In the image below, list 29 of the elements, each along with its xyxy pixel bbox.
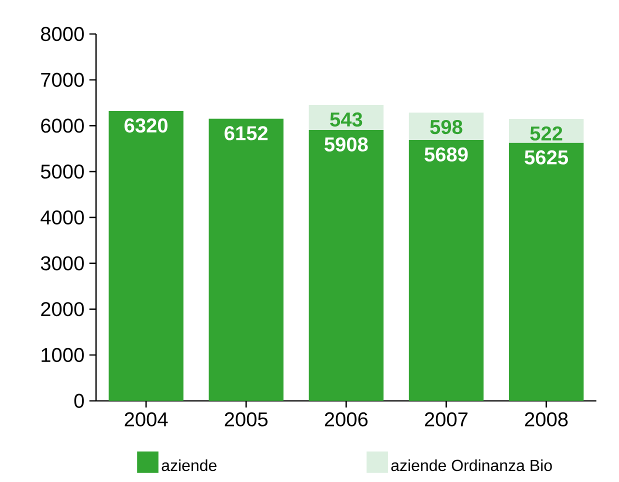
bar [208,118,284,401]
legend-label: aziende [162,459,216,471]
x-tick-label: 2008 [525,412,568,426]
y-tick-label: 4000 [40,210,84,224]
y-tick-label: 1000 [42,348,84,362]
data-label: 543 [330,112,362,127]
y-tick-label: 0 [74,394,84,408]
bar [508,142,584,401]
bar [408,140,484,401]
y-tick-label: 5000 [40,164,84,179]
data-label: 5908 [324,137,368,152]
data-label: 5689 [424,147,468,162]
data-label: 6152 [224,126,268,140]
x-tick-label: 2006 [324,412,368,426]
y-tick-label: 8000 [41,26,84,41]
y-tick-label: 6000 [41,118,84,133]
x-tick-label: 2007 [424,412,468,426]
y-tick-label: 3000 [40,256,84,270]
bar [308,130,384,401]
y-tick-label: 7000 [41,72,84,87]
y-tick-label: 2000 [41,302,84,316]
x-tick-label: 2004 [124,412,168,426]
data-label: 6320 [124,118,168,133]
data-label: 5625 [524,150,568,164]
legend-label: aziende Ordinanza Bio [391,459,552,471]
data-label: 522 [530,126,562,140]
data-label: 598 [430,120,462,134]
x-tick-label: 2005 [224,412,268,426]
bar [108,110,184,401]
